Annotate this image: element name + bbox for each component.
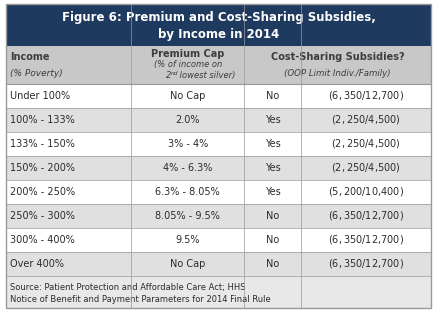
- Text: No: No: [266, 235, 279, 245]
- Bar: [6, 108, 431, 132]
- Text: ($2,250 / $4,500): ($2,250 / $4,500): [331, 162, 401, 175]
- Text: 4% - 6.3%: 4% - 6.3%: [163, 163, 212, 173]
- Bar: [6, 132, 431, 156]
- Text: Over 400%: Over 400%: [10, 259, 64, 269]
- Text: No: No: [266, 259, 279, 269]
- Text: Notice of Benefit and Payment Parameters for 2014 Final Rule: Notice of Benefit and Payment Parameters…: [10, 294, 271, 304]
- Text: Yes: Yes: [265, 187, 281, 197]
- Text: ($6,350 / $12,700): ($6,350 / $12,700): [328, 89, 404, 102]
- Text: Yes: Yes: [265, 115, 281, 125]
- Text: No Cap: No Cap: [170, 91, 205, 101]
- Text: 2.0%: 2.0%: [175, 115, 200, 125]
- Text: Source: Patient Protection and Affordable Care Act; HHS: Source: Patient Protection and Affordabl…: [10, 283, 246, 292]
- Text: (% of income on: (% of income on: [153, 60, 222, 69]
- Bar: [6, 228, 431, 252]
- Text: Yes: Yes: [265, 139, 281, 149]
- Text: Under 100%: Under 100%: [10, 91, 70, 101]
- Text: 100% - 133%: 100% - 133%: [10, 115, 75, 125]
- Text: Income: Income: [10, 52, 49, 62]
- Text: 150% - 200%: 150% - 200%: [10, 163, 75, 173]
- Text: 133% - 150%: 133% - 150%: [10, 139, 75, 149]
- Text: Cost-Sharing Subsidies?: Cost-Sharing Subsidies?: [271, 52, 404, 62]
- Text: Figure 6: Premium and Cost-Sharing Subsidies,: Figure 6: Premium and Cost-Sharing Subsi…: [62, 11, 375, 24]
- Text: No: No: [266, 211, 279, 221]
- Text: Premium Cap: Premium Cap: [151, 49, 224, 59]
- Bar: [6, 252, 431, 276]
- Text: ($6,350 / $12,700): ($6,350 / $12,700): [328, 258, 404, 271]
- Text: 250% - 300%: 250% - 300%: [10, 211, 75, 221]
- Text: Yes: Yes: [265, 163, 281, 173]
- Text: ($5,200 / $10,400): ($5,200 / $10,400): [328, 185, 404, 198]
- Bar: [6, 156, 431, 180]
- Text: ($2,250 / $4,500): ($2,250 / $4,500): [331, 137, 401, 150]
- Text: ($2,250 / $4,500): ($2,250 / $4,500): [331, 114, 401, 127]
- Bar: [6, 84, 431, 108]
- Text: ($6,350 / $12,700): ($6,350 / $12,700): [328, 210, 404, 223]
- Text: nd: nd: [171, 71, 178, 76]
- Text: (OOP Limit Indiv./Family): (OOP Limit Indiv./Family): [284, 69, 391, 78]
- Text: 9.5%: 9.5%: [175, 235, 200, 245]
- Bar: [6, 4, 431, 46]
- Text: 3% - 4%: 3% - 4%: [167, 139, 208, 149]
- Text: 300% - 400%: 300% - 400%: [10, 235, 75, 245]
- Text: No Cap: No Cap: [170, 259, 205, 269]
- Text: by Income in 2014: by Income in 2014: [158, 28, 279, 41]
- Text: lowest silver): lowest silver): [177, 71, 235, 80]
- Text: No: No: [266, 91, 279, 101]
- Text: ($6,350 / $12,700): ($6,350 / $12,700): [328, 233, 404, 246]
- Bar: [6, 276, 431, 308]
- Text: 8.05% - 9.5%: 8.05% - 9.5%: [155, 211, 220, 221]
- Bar: [6, 204, 431, 228]
- Bar: [6, 180, 431, 204]
- Text: 6.3% - 8.05%: 6.3% - 8.05%: [155, 187, 220, 197]
- Text: (% Poverty): (% Poverty): [10, 69, 63, 78]
- Text: 200% - 250%: 200% - 250%: [10, 187, 75, 197]
- Text: 2: 2: [166, 71, 171, 80]
- Bar: [6, 46, 431, 84]
